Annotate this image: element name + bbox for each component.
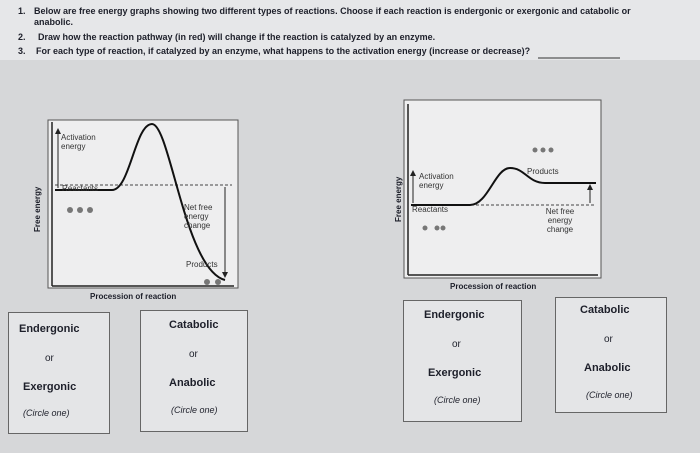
or: or [45,353,54,364]
option[interactable]: Anabolic [169,377,216,389]
choice-box: Endergonic or Exergonic (Circle one) [8,312,110,434]
reactants-label: Reactants [412,205,449,214]
x-axis-label: Procession of reaction [90,292,177,301]
net-label: Net free energy change [545,207,575,234]
choice-box: Catabolic or Anabolic (Circle one) [140,310,248,432]
arrowhead [410,170,416,176]
graph-frame [403,99,602,279]
question-text: Draw how the reaction pathway (in red) w… [38,32,436,42]
instruction: (Circle one) [23,408,70,418]
question-number: 1. [18,6,26,16]
question-number: 2. [18,32,26,42]
arrowhead [587,184,593,190]
activation-label: Activation energy [61,133,96,151]
reaction-curve [55,122,226,281]
or: or [189,349,198,360]
option[interactable]: Catabolic [580,304,630,316]
question-text: For each type of reaction, if catalyzed … [36,46,531,56]
option[interactable]: Catabolic [169,319,219,331]
products-label: Products [186,260,218,269]
or: or [604,334,613,345]
instruction: (Circle one) [171,405,218,415]
y-axis-label: Free energy [394,176,403,222]
option[interactable]: Exergonic [23,381,77,393]
activation-label: Activation energy [419,172,454,190]
instruction: (Circle one) [586,390,633,400]
products-label: Products [527,167,559,176]
option[interactable]: Exergonic [428,367,482,379]
net-label: Net free energy change [184,203,213,230]
arrowhead [55,128,61,134]
option[interactable]: Anabolic [584,362,631,374]
or: or [452,339,461,350]
molecules [67,207,221,285]
arrowhead [222,272,228,278]
question-number: 3. [18,46,26,56]
question-text: Below are free energy graphs showing two… [34,6,631,27]
option[interactable]: Endergonic [19,323,80,335]
instruction: (Circle one) [434,395,481,405]
choice-box: Endergonic or Exergonic (Circle one) [403,300,522,422]
reaction-curve [411,166,596,206]
choice-box: Catabolic or Anabolic (Circle one) [555,297,667,413]
y-axis-label: Free energy [33,186,42,232]
paper-top [0,0,700,60]
reactants-label: Reactants [62,184,99,193]
molecules [422,147,554,231]
option[interactable]: Endergonic [424,309,485,321]
x-axis-label: Procession of reaction [450,282,537,291]
graph-frame [47,119,239,289]
